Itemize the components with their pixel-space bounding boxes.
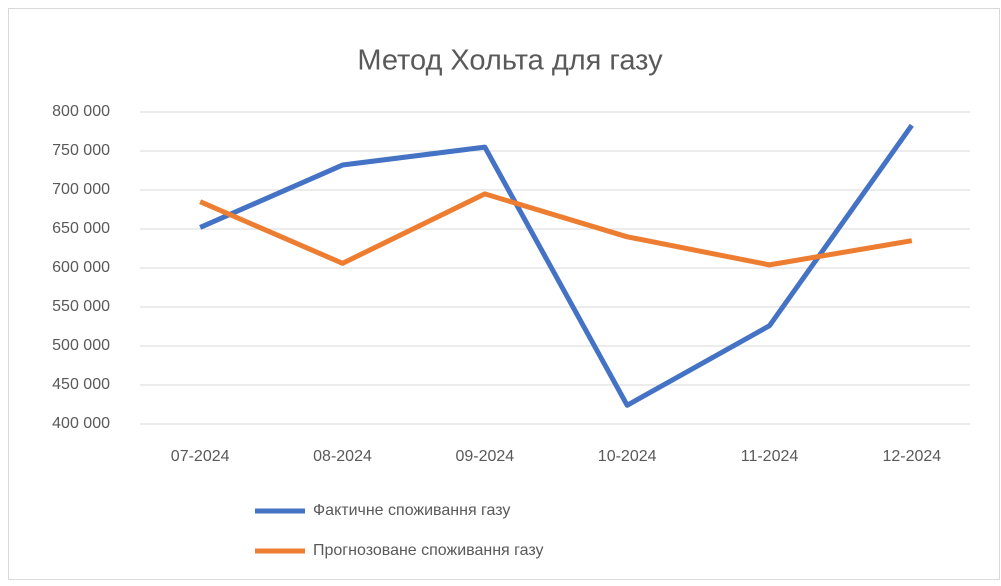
y-tick-label: 750 000 [52,142,110,159]
x-tick-label: 07-2024 [171,448,230,465]
y-tick-label: 500 000 [52,337,110,354]
chart-title: Метод Хольта для газу [357,45,663,77]
legend-label: Прогнозоване споживання газу [313,542,544,559]
y-tick-label: 650 000 [52,220,110,237]
y-tick-label: 400 000 [52,415,110,432]
y-tick-label: 450 000 [52,376,110,393]
x-tick-label: 10-2024 [598,448,657,465]
y-tick-label: 700 000 [52,181,110,198]
series-line [199,191,913,268]
x-tick-label: 12-2024 [882,448,941,465]
x-tick-label: 11-2024 [741,448,799,465]
y-tick-label: 550 000 [52,298,110,315]
chart-border [8,8,1000,580]
series-line [199,123,914,408]
y-tick-label: 800 000 [52,103,110,120]
x-tick-label: 08-2024 [313,448,372,465]
x-tick-label: 09-2024 [455,448,514,465]
legend-label: Фактичне споживання газу [313,502,510,519]
y-tick-label: 600 000 [52,259,110,276]
